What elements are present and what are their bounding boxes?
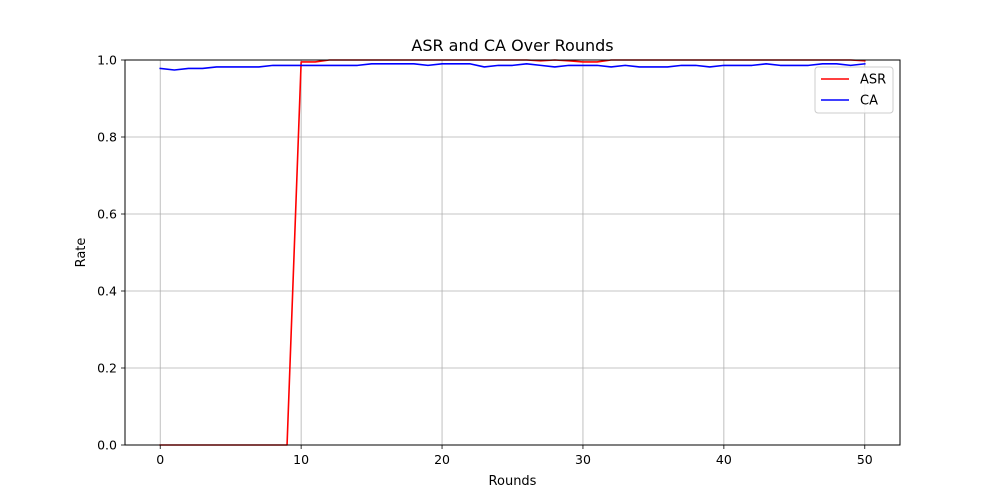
x-tick-label: 50 (857, 452, 873, 467)
x-tick-label: 40 (716, 452, 732, 467)
y-tick-label: 0.8 (97, 130, 117, 145)
y-tick-label: 0.4 (97, 284, 117, 299)
legend-label-asr: ASR (860, 73, 886, 88)
x-ticks: 0 10 20 30 40 50 (156, 445, 873, 467)
x-tick-label: 20 (434, 452, 450, 467)
plot-frame (124, 59, 901, 446)
y-tick-label: 0.6 (97, 207, 117, 222)
x-axis-label: Rounds (489, 474, 537, 489)
x-tick-label: 10 (293, 452, 309, 467)
legend-label-ca: CA (860, 94, 878, 109)
y-ticks: 0.0 0.2 0.4 0.6 0.8 1.0 (97, 53, 125, 453)
y-axis-label: Rate (74, 238, 89, 268)
series-line-ca (159, 62, 866, 71)
x-tick-label: 30 (575, 452, 591, 467)
chart-title: ASR and CA Over Rounds (411, 36, 613, 55)
y-tick-label: 1.0 (97, 53, 117, 68)
x-tick-label: 0 (156, 452, 164, 467)
legend: ASR CA (814, 66, 894, 114)
y-tick-label: 0.0 (97, 438, 117, 453)
y-tick-label: 0.2 (97, 361, 117, 376)
